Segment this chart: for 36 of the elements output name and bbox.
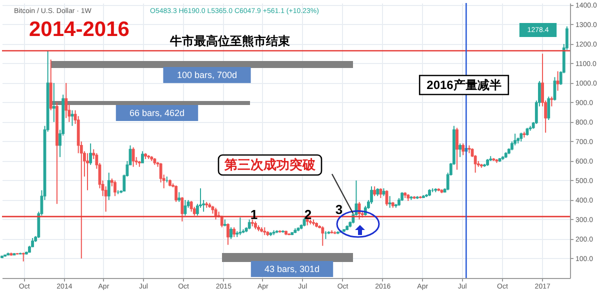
annotation: 2016产量减半 <box>426 78 502 92</box>
annotation: 66 bars, 462d <box>129 108 185 118</box>
candlestick <box>556 70 560 92</box>
candlestick <box>379 188 382 199</box>
candlestick <box>232 226 236 238</box>
annotation: 43 bars, 301d <box>264 264 320 274</box>
annotation: 第三次成功突破 <box>224 157 316 172</box>
candlestick <box>132 146 135 168</box>
candlestick <box>226 222 230 246</box>
candlestick <box>238 217 242 236</box>
annotation: 牛市最高位至熊市结束 <box>169 34 290 48</box>
candlestick <box>64 82 68 119</box>
candlestick <box>230 226 232 240</box>
candlestick <box>89 142 92 166</box>
candlestick <box>174 184 178 202</box>
candlestick <box>321 226 324 246</box>
candlestick <box>141 150 144 164</box>
candlestick <box>52 82 56 122</box>
candlestick <box>456 127 458 170</box>
candlestick <box>550 96 554 107</box>
candlestick <box>373 186 376 197</box>
candlestick <box>220 215 224 228</box>
candlestick <box>180 196 184 222</box>
candlestick <box>114 180 116 197</box>
candlestick <box>458 142 462 158</box>
candlestick <box>388 196 392 208</box>
candlestick <box>190 200 193 212</box>
annotation: 100 bars, 700d <box>176 70 238 80</box>
candlestick <box>86 152 89 191</box>
candlestick <box>107 172 110 200</box>
candlestick <box>248 218 251 230</box>
annotation: 3 <box>335 202 343 217</box>
text: 2014-2016 <box>29 18 130 41</box>
candlestick <box>547 96 550 121</box>
candlestick <box>462 142 465 156</box>
candlestick <box>178 192 181 202</box>
